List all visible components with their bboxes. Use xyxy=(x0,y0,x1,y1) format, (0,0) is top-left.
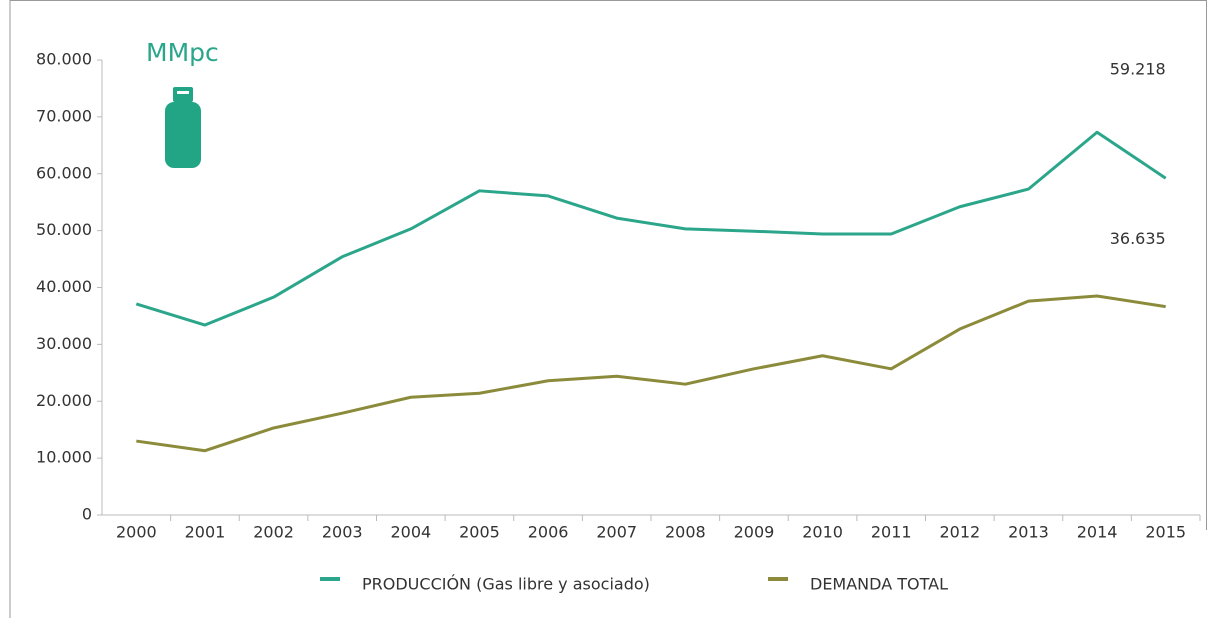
y-tick-label: 30.000 xyxy=(36,334,92,353)
frame xyxy=(9,0,1207,618)
gas-cylinder-icon xyxy=(165,87,201,168)
value-label: 36.635 xyxy=(1110,229,1166,248)
x-tick-label: 2015 xyxy=(1145,523,1186,542)
y-tick-label: 40.000 xyxy=(36,277,92,296)
x-tick-label: 2005 xyxy=(459,523,500,542)
y-tick-label: 10.000 xyxy=(36,448,92,467)
unit-annotation: MMpc xyxy=(146,38,219,67)
x-tick-label: 2013 xyxy=(1008,523,1049,542)
x-tick-label: 2007 xyxy=(596,523,637,542)
y-tick-label: 80.000 xyxy=(36,50,92,69)
legend-label: DEMANDA TOTAL xyxy=(810,575,948,594)
series-line xyxy=(136,294,1166,453)
x-tick-label: 2006 xyxy=(528,523,569,542)
x-tick-label: 2012 xyxy=(939,523,980,542)
x-tick-label: 2014 xyxy=(1077,523,1118,542)
series-line xyxy=(135,130,1167,327)
x-tick-label: 2010 xyxy=(802,523,843,542)
x-tick-label: 2009 xyxy=(734,523,775,542)
x-tick-label: 2002 xyxy=(253,523,294,542)
x-tick-label: 2003 xyxy=(322,523,363,542)
y-tick-label: 60.000 xyxy=(36,163,92,182)
x-tick-label: 2004 xyxy=(390,523,431,542)
y-tick-label: 50.000 xyxy=(36,220,92,239)
value-label: 59.218 xyxy=(1110,60,1166,79)
x-tick-label: 2001 xyxy=(185,523,226,542)
x-tick-label: 2008 xyxy=(665,523,706,542)
y-tick-label: 20.000 xyxy=(36,391,92,410)
y-tick-label: 0 xyxy=(82,505,92,524)
legend-label: PRODUCCIÓN (Gas libre y asociado) xyxy=(362,575,650,594)
y-tick-label: 70.000 xyxy=(36,106,92,125)
x-tick-label: 2011 xyxy=(871,523,912,542)
x-tick-label: 2000 xyxy=(116,523,157,542)
